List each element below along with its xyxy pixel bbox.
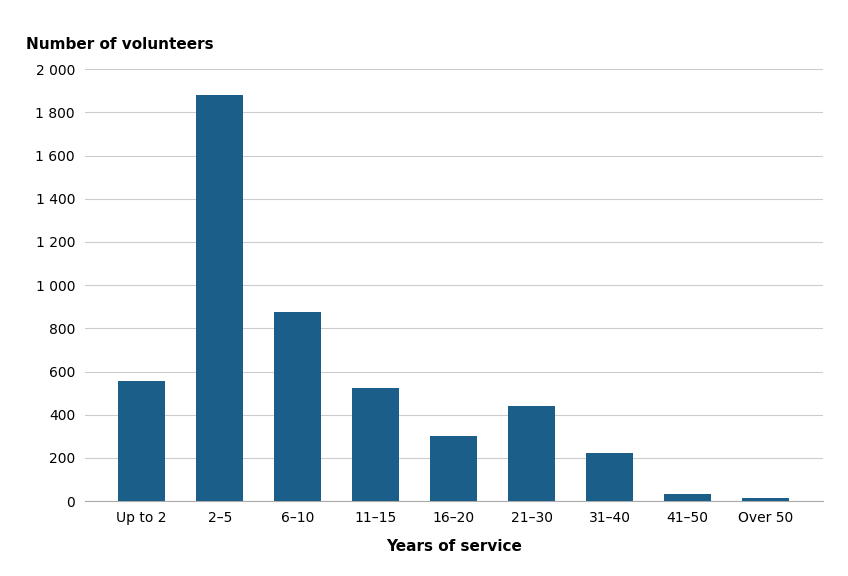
Bar: [430, 437, 477, 501]
Text: Number of volunteers: Number of volunteers: [25, 37, 214, 52]
Bar: [664, 494, 711, 501]
Bar: [197, 95, 243, 501]
Bar: [508, 406, 555, 501]
Bar: [586, 453, 633, 501]
Bar: [274, 312, 321, 501]
Bar: [742, 498, 789, 501]
X-axis label: Years of service: Years of service: [386, 539, 522, 554]
Bar: [352, 388, 399, 501]
Bar: [119, 381, 165, 501]
